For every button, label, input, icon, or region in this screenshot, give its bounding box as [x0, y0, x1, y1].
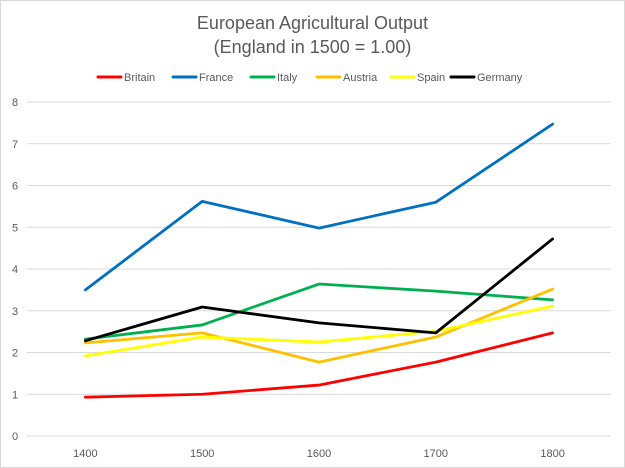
x-tick-label: 1700: [424, 448, 448, 460]
chart-title: European Agricultural Output: [196, 13, 429, 33]
y-tick-label: 0: [12, 431, 18, 443]
x-tick-label: 1800: [540, 448, 564, 460]
y-tick-label: 5: [12, 222, 18, 234]
series-line-france: [84, 122, 554, 292]
y-tick-label: 3: [12, 306, 18, 318]
x-tick-label: 1500: [190, 448, 214, 460]
legend-label-spain: Spain: [417, 72, 445, 84]
legend-label-britain: Britain: [124, 72, 155, 84]
legend-label-austria: Austria: [343, 72, 378, 84]
y-tick-label: 1: [12, 389, 18, 401]
series-line-germany: [84, 237, 554, 343]
legend-label-italy: Italy: [277, 72, 298, 84]
x-tick-label: 1400: [73, 448, 97, 460]
y-tick-label: 7: [12, 139, 18, 151]
y-tick-label: 6: [12, 181, 18, 193]
y-tick-label: 8: [12, 97, 18, 109]
y-tick-label: 2: [12, 348, 18, 360]
x-tick-label: 1600: [307, 448, 331, 460]
legend-label-germany: Germany: [477, 72, 523, 84]
y-tick-label: 4: [12, 264, 18, 276]
chart-subtitle: (England in 1500 = 1.00): [213, 37, 412, 57]
series-line-italy: [84, 282, 554, 341]
legend-label-france: France: [199, 72, 233, 84]
